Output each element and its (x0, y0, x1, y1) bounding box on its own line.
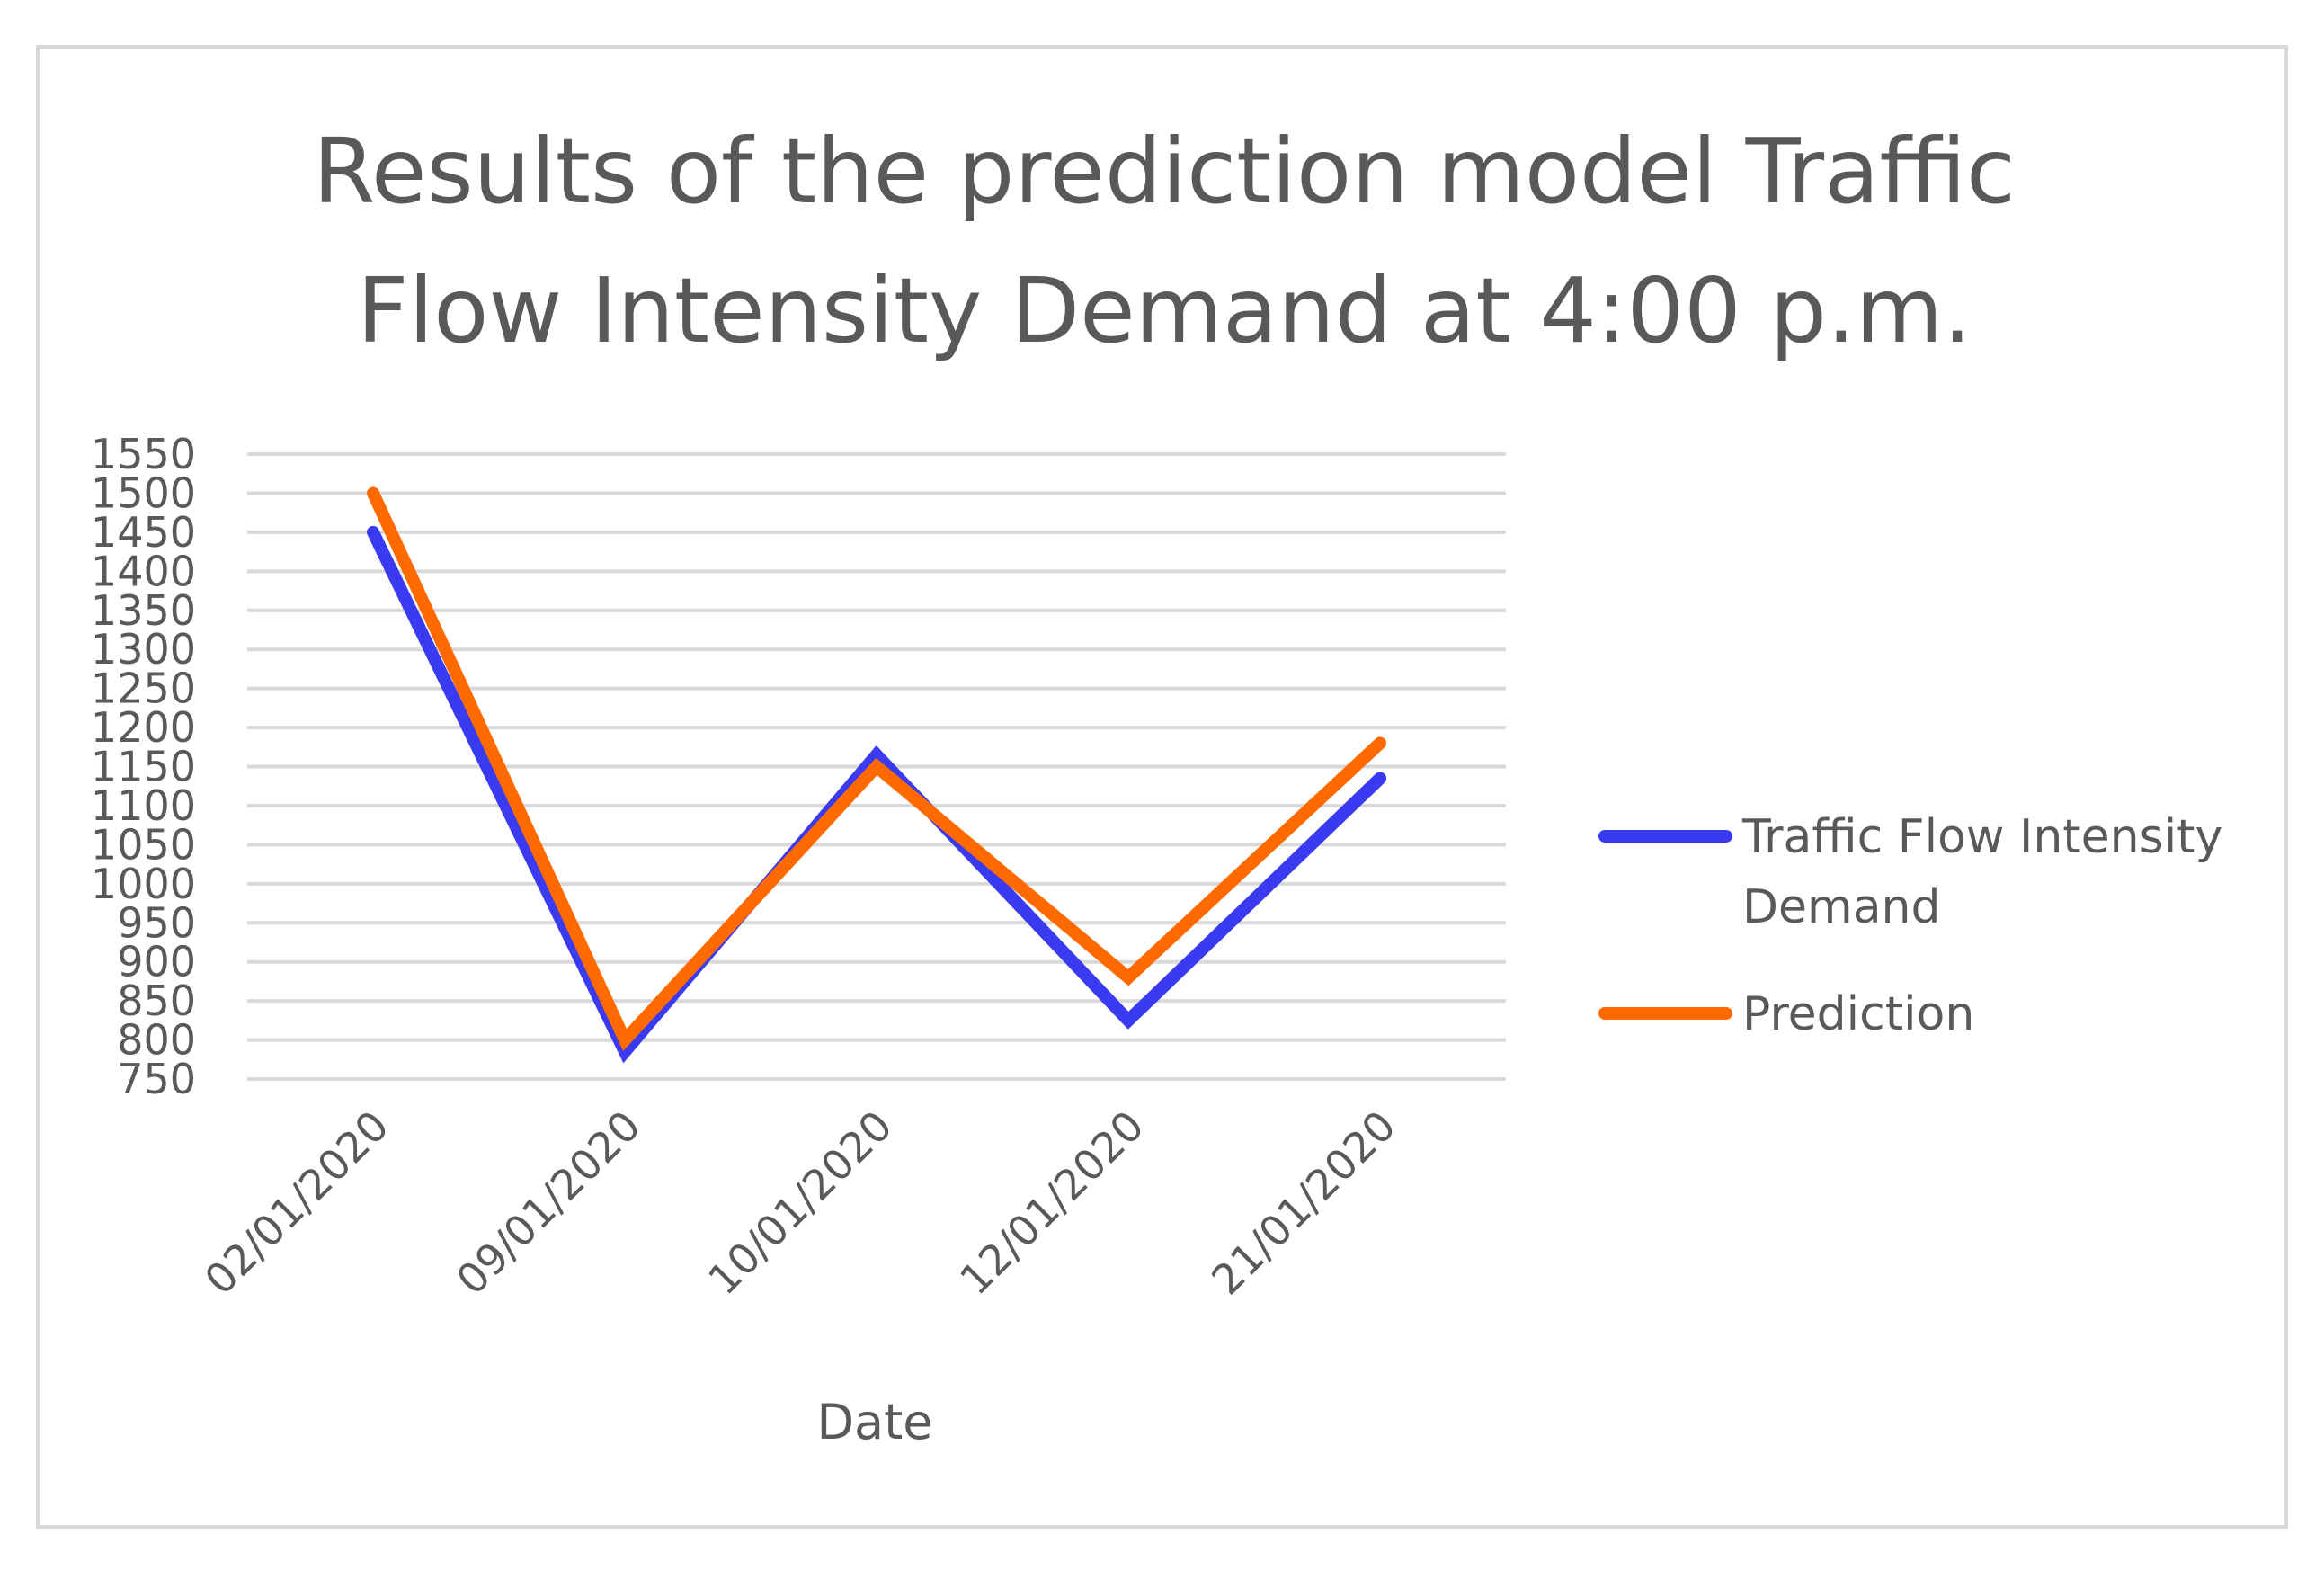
data-point (624, 1039, 626, 1041)
x-tick-label: 10/01/2020 (699, 1102, 902, 1305)
legend-label: Traffic Flow Intensity (1741, 810, 2222, 864)
y-tick-label: 1150 (91, 743, 196, 791)
y-tick-label: 850 (117, 977, 196, 1025)
y-axis-ticks: 7508008509009501000105011001150120012501… (91, 430, 196, 1103)
y-tick-label: 950 (117, 898, 196, 947)
data-point (372, 531, 374, 533)
y-tick-label: 900 (117, 938, 196, 986)
y-tick-label: 1000 (91, 860, 196, 908)
data-point (1379, 777, 1381, 780)
chart-title-line-2: Flow Intensity Demand at 4:00 p.m. (357, 258, 1972, 363)
data-point (876, 765, 877, 768)
legend-label: Prediction (1742, 987, 1974, 1041)
data-point (1127, 1019, 1129, 1021)
data-point (876, 754, 877, 756)
x-axis-title: Date (816, 1394, 932, 1450)
data-point (1379, 742, 1381, 745)
x-tick-label: 21/01/2020 (1202, 1102, 1405, 1305)
y-tick-label: 750 (117, 1055, 196, 1103)
data-point (1127, 977, 1129, 979)
y-tick-label: 800 (117, 1016, 196, 1065)
y-tick-label: 1500 (91, 468, 196, 517)
y-tick-label: 1400 (91, 547, 196, 595)
y-tick-label: 1450 (91, 508, 196, 557)
y-tick-label: 1200 (91, 703, 196, 752)
x-tick-label: 09/01/2020 (447, 1102, 650, 1305)
legend-label: Demand (1742, 880, 1941, 934)
series-lines (367, 486, 1386, 1064)
y-tick-label: 1100 (91, 781, 196, 830)
x-tick-label: 12/01/2020 (950, 1102, 1153, 1305)
data-point (372, 492, 374, 495)
y-tick-label: 1350 (91, 586, 196, 635)
legend: Traffic Flow Intensity Demand Prediction (1598, 810, 2222, 1041)
y-tick-label: 1550 (91, 430, 196, 478)
y-tick-label: 1050 (91, 820, 196, 869)
chart-title-line-1: Results of the prediction model Traffic (313, 119, 2016, 224)
chart-frame (36, 45, 2288, 1529)
data-point (624, 1050, 626, 1053)
x-tick-label: 02/01/2020 (195, 1102, 398, 1305)
y-tick-label: 1300 (91, 625, 196, 674)
y-tick-label: 1250 (91, 665, 196, 713)
x-axis-ticks: 02/01/2020 09/01/2020 10/01/2020 12/01/2020… (195, 1102, 1405, 1305)
